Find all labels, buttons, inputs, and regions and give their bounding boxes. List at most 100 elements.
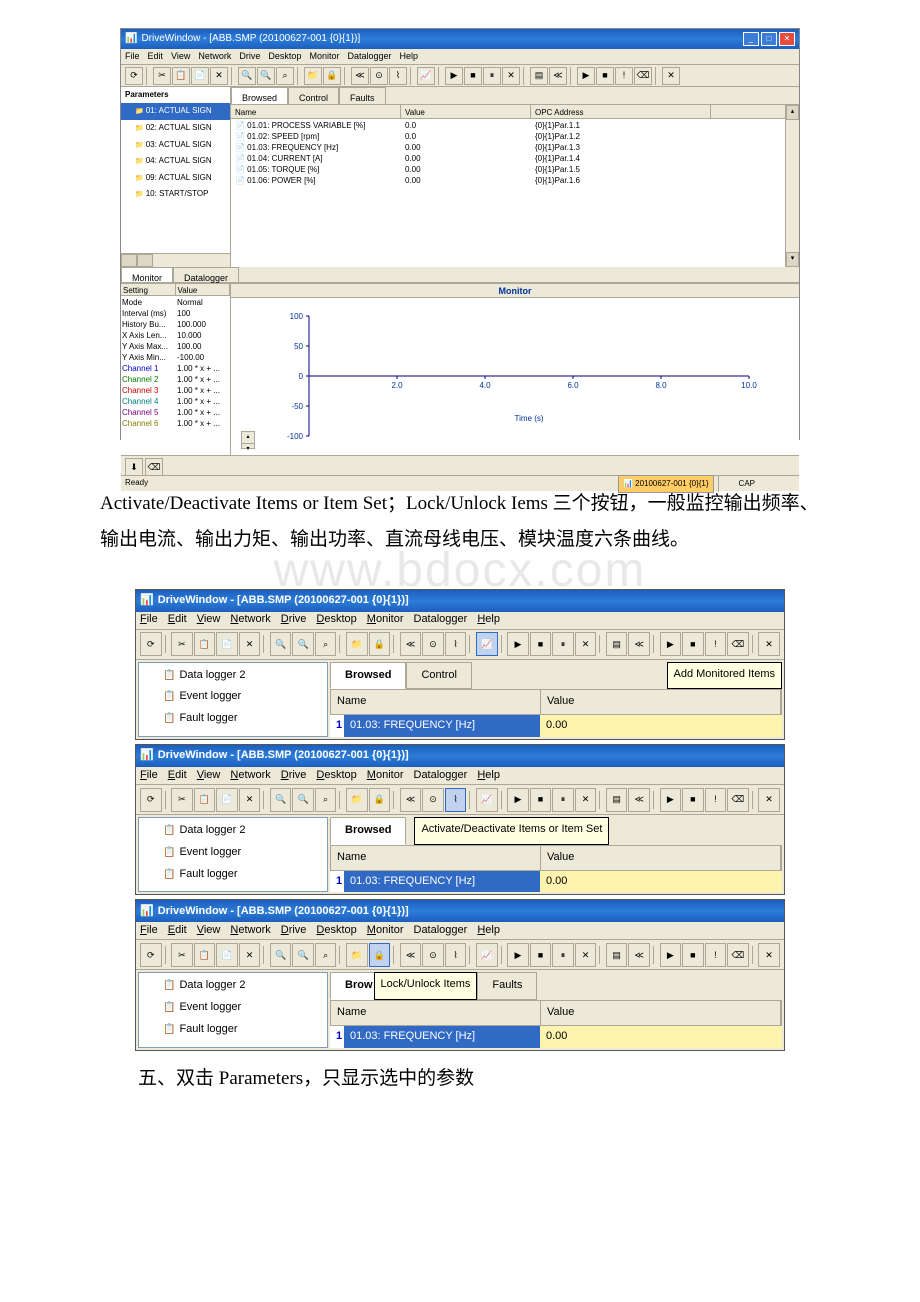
toolbar-button-10[interactable]: ≪ xyxy=(400,788,422,812)
menu-datalogger[interactable]: Datalogger xyxy=(347,48,391,64)
setting-row[interactable]: X Axis Len...10.000 xyxy=(121,329,230,340)
menu-edit[interactable]: Edit xyxy=(168,921,187,941)
toolbar-button-16[interactable]: ⏸ xyxy=(552,788,574,812)
lock-icon[interactable]: 🔒 xyxy=(323,67,341,85)
menu-view[interactable]: View xyxy=(171,48,190,64)
menu-view[interactable]: View xyxy=(197,610,221,630)
menu-help[interactable]: Help xyxy=(477,921,500,941)
zoom-reset-icon[interactable]: ⌕ xyxy=(276,67,294,85)
menu-drive[interactable]: Drive xyxy=(239,48,260,64)
rewind-icon[interactable]: ≪ xyxy=(351,67,369,85)
tree-root[interactable]: Parameters xyxy=(121,87,230,103)
tab-browsed[interactable]: Brow xyxy=(330,972,376,1000)
menu-file[interactable]: File xyxy=(125,48,140,64)
toolbar-button-11[interactable]: ⊙ xyxy=(422,632,444,656)
tab-faults[interactable]: Faults xyxy=(339,87,386,104)
toolbar-button-6[interactable]: 🔍 xyxy=(292,788,314,812)
menu-edit[interactable]: Edit xyxy=(168,766,187,786)
menu-network[interactable]: Network xyxy=(230,766,270,786)
logger-tree[interactable]: Data logger 2Event loggerFault logger xyxy=(138,972,328,1047)
link-icon[interactable]: ⌇ xyxy=(389,67,407,85)
menu-view[interactable]: View xyxy=(197,921,221,941)
menu-monitor[interactable]: Monitor xyxy=(367,610,404,630)
toolbar-button-5[interactable]: 🔍 xyxy=(270,788,292,812)
toolbar-button-20[interactable]: ▶ xyxy=(660,632,682,656)
toolbar-button-17[interactable]: ✕ xyxy=(575,632,597,656)
menu-file[interactable]: File xyxy=(140,766,158,786)
tab-faults[interactable]: Faults xyxy=(477,972,537,1000)
tab-control[interactable]: Control xyxy=(406,662,471,690)
setting-row[interactable]: History Bu...100.000 xyxy=(121,318,230,329)
list-row[interactable]: 101.03: FREQUENCY [Hz]0.00 xyxy=(330,715,782,737)
toolbar-button-16[interactable]: ⏸ xyxy=(552,943,574,967)
menu-edit[interactable]: Edit xyxy=(148,48,164,64)
menu-desktop[interactable]: Desktop xyxy=(316,766,356,786)
tree-item[interactable]: Fault logger xyxy=(143,864,323,886)
list-row[interactable]: 📄 01.01: PROCESS VARIABLE [%]0.0{0}{1}Pa… xyxy=(231,119,799,130)
toolbar-button-18[interactable]: ▤ xyxy=(606,632,628,656)
alert-icon[interactable]: ! xyxy=(615,67,633,85)
tree-scrollbar-h[interactable] xyxy=(121,253,230,267)
setting-row[interactable]: Y Axis Min...-100.00 xyxy=(121,351,230,362)
folder-icon[interactable]: 📁 xyxy=(304,67,322,85)
tree-item[interactable]: Data logger 2 xyxy=(143,820,323,842)
play-icon[interactable]: ▶ xyxy=(445,67,463,85)
toolbar-button-18[interactable]: ▤ xyxy=(606,788,628,812)
menu-network[interactable]: Network xyxy=(198,48,231,64)
tree-item[interactable]: 01: ACTUAL SIGN xyxy=(121,103,230,120)
toolbar-button-4[interactable]: ✕ xyxy=(239,788,261,812)
toolbar-button-17[interactable]: ✕ xyxy=(575,788,597,812)
zoom-in-icon[interactable]: 🔍 xyxy=(238,67,256,85)
toolbar-button-20[interactable]: ▶ xyxy=(660,943,682,967)
toolbar-button-22[interactable]: ! xyxy=(705,943,727,967)
setting-row[interactable]: Channel 11.00 * x + ... xyxy=(121,362,230,373)
toolbar-button-4[interactable]: ✕ xyxy=(239,632,261,656)
toolbar-button-12[interactable]: ⌇ xyxy=(445,788,467,812)
tree-item[interactable]: Event logger xyxy=(143,997,323,1019)
list-row[interactable]: 📄 01.02: SPEED [rpm]0.0{0}{1}Par.1.2 xyxy=(231,130,799,141)
toolbar-button-12[interactable]: ⌇ xyxy=(445,943,467,967)
toolbar-button-14[interactable]: ▶ xyxy=(507,788,529,812)
toolbar-button-6[interactable]: 🔍 xyxy=(292,632,314,656)
toolbar-button-23[interactable]: ⌫ xyxy=(727,632,749,656)
pause-icon[interactable]: ⏸ xyxy=(483,67,501,85)
column-header[interactable]: Name xyxy=(331,1001,541,1025)
toolbar-button-18[interactable]: ▤ xyxy=(606,943,628,967)
toolbar-button-22[interactable]: ! xyxy=(705,632,727,656)
tree-item[interactable]: 02: ACTUAL SIGN xyxy=(121,120,230,137)
column-header[interactable]: Name xyxy=(331,690,541,714)
stop2-icon[interactable]: ■ xyxy=(596,67,614,85)
menu-network[interactable]: Network xyxy=(230,610,270,630)
parameter-tree[interactable]: Parameters 01: ACTUAL SIGN02: ACTUAL SIG… xyxy=(121,87,231,267)
menu-datalogger[interactable]: Datalogger xyxy=(414,921,468,941)
close-button[interactable]: ✕ xyxy=(779,32,795,46)
tree-item[interactable]: Fault logger xyxy=(143,1019,323,1041)
stop-icon[interactable]: ■ xyxy=(464,67,482,85)
tree-item[interactable]: 04: ACTUAL SIGN xyxy=(121,153,230,170)
toolbar-button-8[interactable]: 📁 xyxy=(346,632,368,656)
tab-control[interactable]: Control xyxy=(288,87,339,104)
cancel-icon[interactable]: ✕ xyxy=(662,67,680,85)
tree-item[interactable]: Event logger xyxy=(143,686,323,708)
tab-browsed[interactable]: Browsed xyxy=(330,817,406,845)
toolbar-button-15[interactable]: ■ xyxy=(530,943,552,967)
menu-file[interactable]: File xyxy=(140,610,158,630)
setting-row[interactable]: Channel 31.00 * x + ... xyxy=(121,384,230,395)
menu-help[interactable]: Help xyxy=(400,48,419,64)
menu-datalogger[interactable]: Datalogger xyxy=(414,766,468,786)
menu-view[interactable]: View xyxy=(197,766,221,786)
monitor-tab-datalogger[interactable]: Datalogger xyxy=(173,267,239,282)
toolbar-button-6[interactable]: 🔍 xyxy=(292,943,314,967)
toolbar-button-1[interactable]: ✂ xyxy=(171,788,193,812)
tree-item[interactable]: 10: START/STOP xyxy=(121,186,230,203)
tab-browsed[interactable]: Browsed xyxy=(231,87,288,104)
tree-item[interactable]: Data logger 2 xyxy=(143,975,323,997)
toolbar-button-0[interactable]: ⟳ xyxy=(140,788,162,812)
menu-drive[interactable]: Drive xyxy=(281,766,307,786)
menu-network[interactable]: Network xyxy=(230,921,270,941)
zoom-out-icon[interactable]: 🔍 xyxy=(257,67,275,85)
delete-icon[interactable]: ✕ xyxy=(210,67,228,85)
copy-icon[interactable]: 📋 xyxy=(172,67,190,85)
toolbar-button-9[interactable]: 🔒 xyxy=(369,943,391,967)
toolbar-button-21[interactable]: ■ xyxy=(682,632,704,656)
